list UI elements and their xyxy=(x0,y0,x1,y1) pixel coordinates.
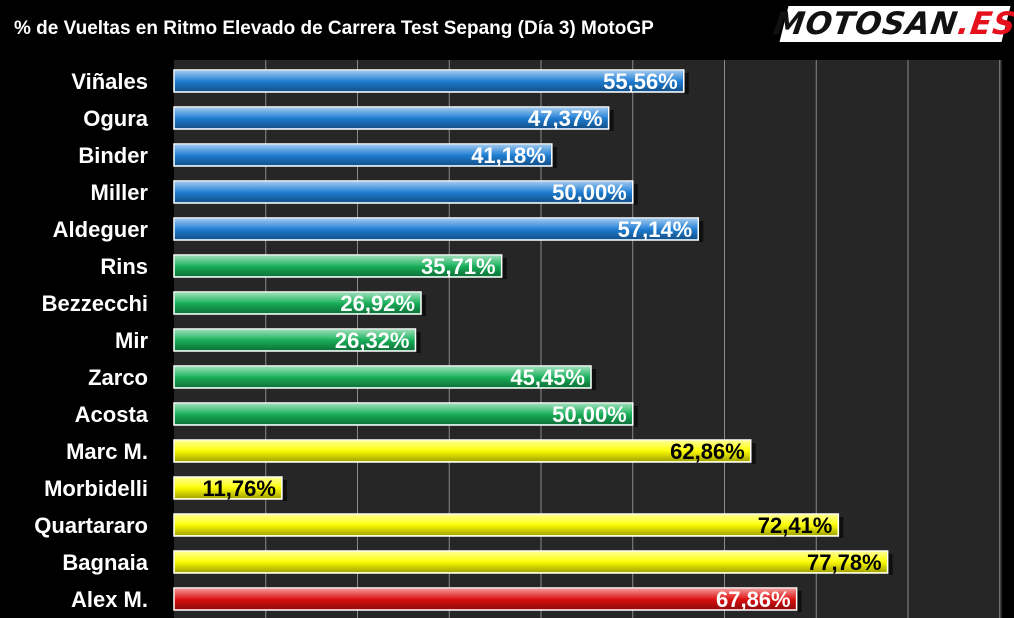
bar-shine xyxy=(175,182,632,202)
category-label: Acosta xyxy=(75,402,149,427)
category-label: Rins xyxy=(100,254,148,279)
bar-shine xyxy=(175,330,415,350)
category-label: Zarco xyxy=(88,365,148,390)
bar-shadow xyxy=(282,480,287,501)
bar-shine xyxy=(175,589,796,609)
bar-shadow xyxy=(888,554,893,575)
data-label: 62,86% xyxy=(670,439,745,464)
bar-shine xyxy=(175,108,608,128)
category-label: Bagnaia xyxy=(62,550,148,575)
bar-shadow xyxy=(502,258,507,279)
category-label: Quartararo xyxy=(34,513,148,538)
bar-shadow xyxy=(609,110,614,131)
category-label: Mir xyxy=(115,328,148,353)
bar-shine xyxy=(175,515,838,535)
bar-shadow xyxy=(699,221,704,242)
bar-shadow xyxy=(797,591,802,612)
bar-shine xyxy=(175,441,750,461)
bar-shine xyxy=(175,552,887,572)
data-label: 26,92% xyxy=(340,291,415,316)
bar-shine xyxy=(175,367,591,387)
category-labels: Viñales Ogura Binder Miller Aldeguer Rins Bezz… xyxy=(34,69,148,612)
bar-shadow xyxy=(633,406,638,427)
bar-shadow xyxy=(592,369,597,390)
data-label: 45,45% xyxy=(510,365,585,390)
category-label: Viñales xyxy=(71,69,148,94)
data-label: 26,32% xyxy=(335,328,410,353)
category-label: Aldeguer xyxy=(53,217,149,242)
bar-shine xyxy=(175,256,501,276)
bar-shadow xyxy=(751,443,756,464)
data-label: 35,71% xyxy=(421,254,496,279)
bar-shadow xyxy=(839,517,844,538)
bar-shine xyxy=(175,478,281,498)
category-label: Alex M. xyxy=(71,587,148,612)
bar-shadow xyxy=(684,73,689,94)
bar-shadow xyxy=(633,184,638,205)
data-label: 11,76% xyxy=(202,476,275,501)
data-label: 41,18% xyxy=(471,143,546,168)
bar-shadow xyxy=(552,147,557,168)
category-label: Ogura xyxy=(83,106,149,131)
data-label: 72,41% xyxy=(758,513,833,538)
category-label: Morbidelli xyxy=(44,476,148,501)
category-label: Marc M. xyxy=(66,439,148,464)
category-label: Bezzecchi xyxy=(42,291,148,316)
bar-shadow xyxy=(421,295,426,316)
data-label: 57,14% xyxy=(618,217,693,242)
data-labels: 55,56%47,37%41,18%50,00%57,14%35,71%26,9… xyxy=(202,69,881,612)
bar-shine xyxy=(175,145,551,165)
data-label: 50,00% xyxy=(552,402,627,427)
bar-shine xyxy=(175,71,683,91)
bars xyxy=(173,69,893,612)
bar-shine xyxy=(175,219,698,239)
data-label: 55,56% xyxy=(603,69,678,94)
data-label: 47,37% xyxy=(528,106,603,131)
data-label: 50,00% xyxy=(552,180,627,205)
bar-shine xyxy=(175,293,420,313)
bar-shine xyxy=(175,404,632,424)
data-label: 77,78% xyxy=(807,550,882,575)
data-label: 67,86% xyxy=(716,587,791,612)
category-label: Binder xyxy=(78,143,148,168)
bar-shadow xyxy=(416,332,421,353)
category-label: Miller xyxy=(91,180,149,205)
chart-title: % de Vueltas en Ritmo Elevado de Carrera… xyxy=(14,18,654,39)
